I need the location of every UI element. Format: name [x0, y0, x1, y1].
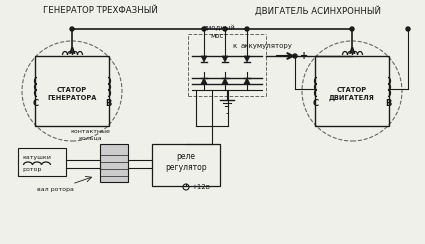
Circle shape: [202, 27, 206, 31]
Text: +: +: [300, 51, 308, 61]
Polygon shape: [222, 78, 228, 84]
Circle shape: [350, 27, 354, 31]
Text: катушки: катушки: [22, 154, 51, 160]
Bar: [35, 56, 109, 126]
Polygon shape: [244, 78, 250, 84]
Text: вал ротора: вал ротора: [37, 187, 74, 192]
Polygon shape: [201, 56, 207, 62]
Circle shape: [70, 27, 74, 31]
Polygon shape: [201, 78, 207, 84]
Text: B: B: [385, 100, 391, 109]
Text: реле
регулятор: реле регулятор: [165, 152, 207, 172]
Text: C: C: [33, 100, 39, 109]
Text: -: -: [225, 108, 229, 118]
Circle shape: [245, 27, 249, 31]
Text: СТАТОР
ГЕНЕРАТОРА: СТАТОР ГЕНЕРАТОРА: [47, 88, 96, 101]
Bar: [100, 144, 128, 182]
Text: аккумулятору: аккумулятору: [241, 43, 293, 49]
Bar: [18, 148, 66, 176]
Text: ротор: ротор: [22, 166, 41, 172]
Polygon shape: [222, 56, 228, 62]
Text: к: к: [232, 43, 236, 49]
Text: ГЕНЕРАТОР ТРЕХФАЗНЫЙ: ГЕНЕРАТОР ТРЕХФАЗНЫЙ: [42, 6, 157, 15]
Circle shape: [406, 27, 410, 31]
Text: контактные
кольца: контактные кольца: [70, 129, 110, 140]
Text: СТАТОР
ДВИГАТЕЛЯ: СТАТОР ДВИГАТЕЛЯ: [329, 87, 375, 101]
Text: B: B: [105, 100, 111, 109]
Circle shape: [293, 54, 297, 58]
Text: мост: мост: [210, 33, 228, 39]
Bar: [152, 144, 220, 186]
Text: +12в: +12в: [191, 184, 210, 190]
Text: C: C: [313, 100, 319, 109]
Text: диодный: диодный: [203, 24, 235, 31]
Bar: [315, 56, 389, 126]
Polygon shape: [244, 56, 250, 62]
Text: A: A: [69, 48, 75, 57]
Circle shape: [223, 27, 227, 31]
Text: ДВИГАТЕЛЬ АСИНХРОННЫЙ: ДВИГАТЕЛЬ АСИНХРОННЫЙ: [255, 6, 381, 16]
Text: A: A: [349, 48, 355, 57]
